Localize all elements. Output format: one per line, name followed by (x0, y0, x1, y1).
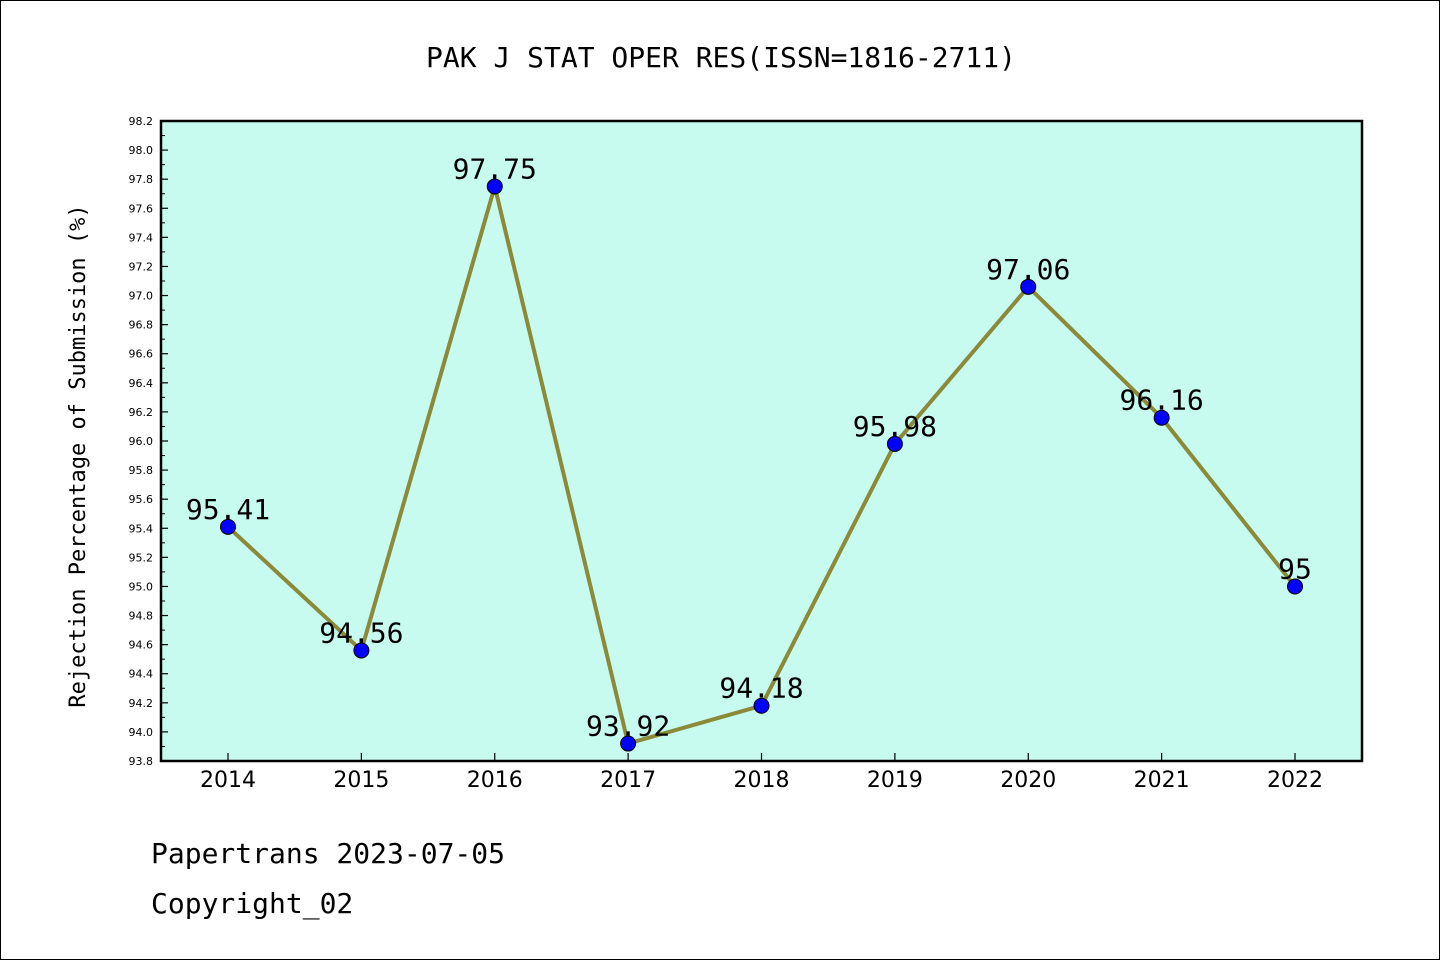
y-tick-label: 95.8 (129, 464, 154, 477)
y-tick-label: 98.2 (129, 115, 154, 128)
data-point (620, 735, 637, 752)
y-tick-label: 96.8 (129, 319, 154, 332)
data-label: 95.41 (186, 493, 270, 526)
data-point (486, 178, 503, 195)
data-point (220, 518, 236, 535)
y-tick-label: 96.4 (129, 377, 154, 390)
data-label: 95.98 (853, 410, 937, 443)
y-tick-label: 95.4 (129, 522, 154, 535)
data-point (753, 697, 770, 714)
x-tick-label: 2019 (867, 768, 923, 793)
y-axis-label: Rejection Percentage of Submission (%) (66, 204, 91, 707)
x-tick-label: 2016 (467, 768, 523, 793)
x-tick-label: 2014 (200, 768, 256, 793)
y-tick-label: 94.8 (129, 610, 154, 623)
data-label: 93.92 (586, 710, 670, 743)
chart-title: PAK J STAT OPER RES(ISSN=1816-2711) (426, 41, 1016, 74)
data-label: 96.16 (1119, 384, 1203, 417)
y-tick-label: 93.8 (129, 755, 154, 768)
x-tick-label: 2015 (333, 768, 389, 793)
data-point (1020, 278, 1037, 295)
y-tick-label: 94.0 (129, 726, 154, 739)
y-tick-label: 94.4 (129, 668, 154, 681)
y-tick-label: 95.2 (129, 551, 154, 564)
y-tick-label: 97.0 (129, 290, 154, 303)
y-tick-label: 96.2 (129, 406, 154, 419)
data-point (1153, 409, 1170, 426)
data-label: 97.75 (453, 152, 537, 185)
y-tick-label: 95.0 (129, 580, 154, 593)
data-label: 94.18 (719, 672, 803, 705)
data-label: 94.56 (319, 616, 403, 649)
y-tick-label: 97.2 (129, 260, 154, 273)
x-tick-label: 2022 (1267, 768, 1323, 793)
x-tick-label: 2018 (734, 768, 790, 793)
y-tick-label: 96.0 (129, 435, 154, 448)
y-tick-label: 97.8 (129, 173, 154, 186)
x-tick-label: 2020 (1000, 768, 1056, 793)
footer-date: Papertrans 2023-07-05 (151, 837, 506, 870)
data-label: 97.06 (986, 253, 1070, 286)
y-tick-label: 97.4 (129, 231, 154, 244)
y-tick-label: 98.0 (129, 144, 154, 157)
y-tick-label: 97.6 (129, 202, 154, 215)
data-point (1287, 578, 1303, 595)
x-tick-label: 2021 (1134, 768, 1190, 793)
data-point (353, 642, 370, 659)
y-tick-label: 94.2 (129, 697, 154, 710)
data-label: 95 (1278, 552, 1312, 585)
x-tick-label: 2017 (600, 768, 656, 793)
y-tick-label: 95.6 (129, 493, 154, 506)
footer-copyright: Copyright_02 (151, 887, 354, 920)
data-point (886, 435, 903, 452)
y-tick-label: 96.6 (129, 348, 154, 361)
y-tick-label: 94.6 (129, 639, 154, 652)
